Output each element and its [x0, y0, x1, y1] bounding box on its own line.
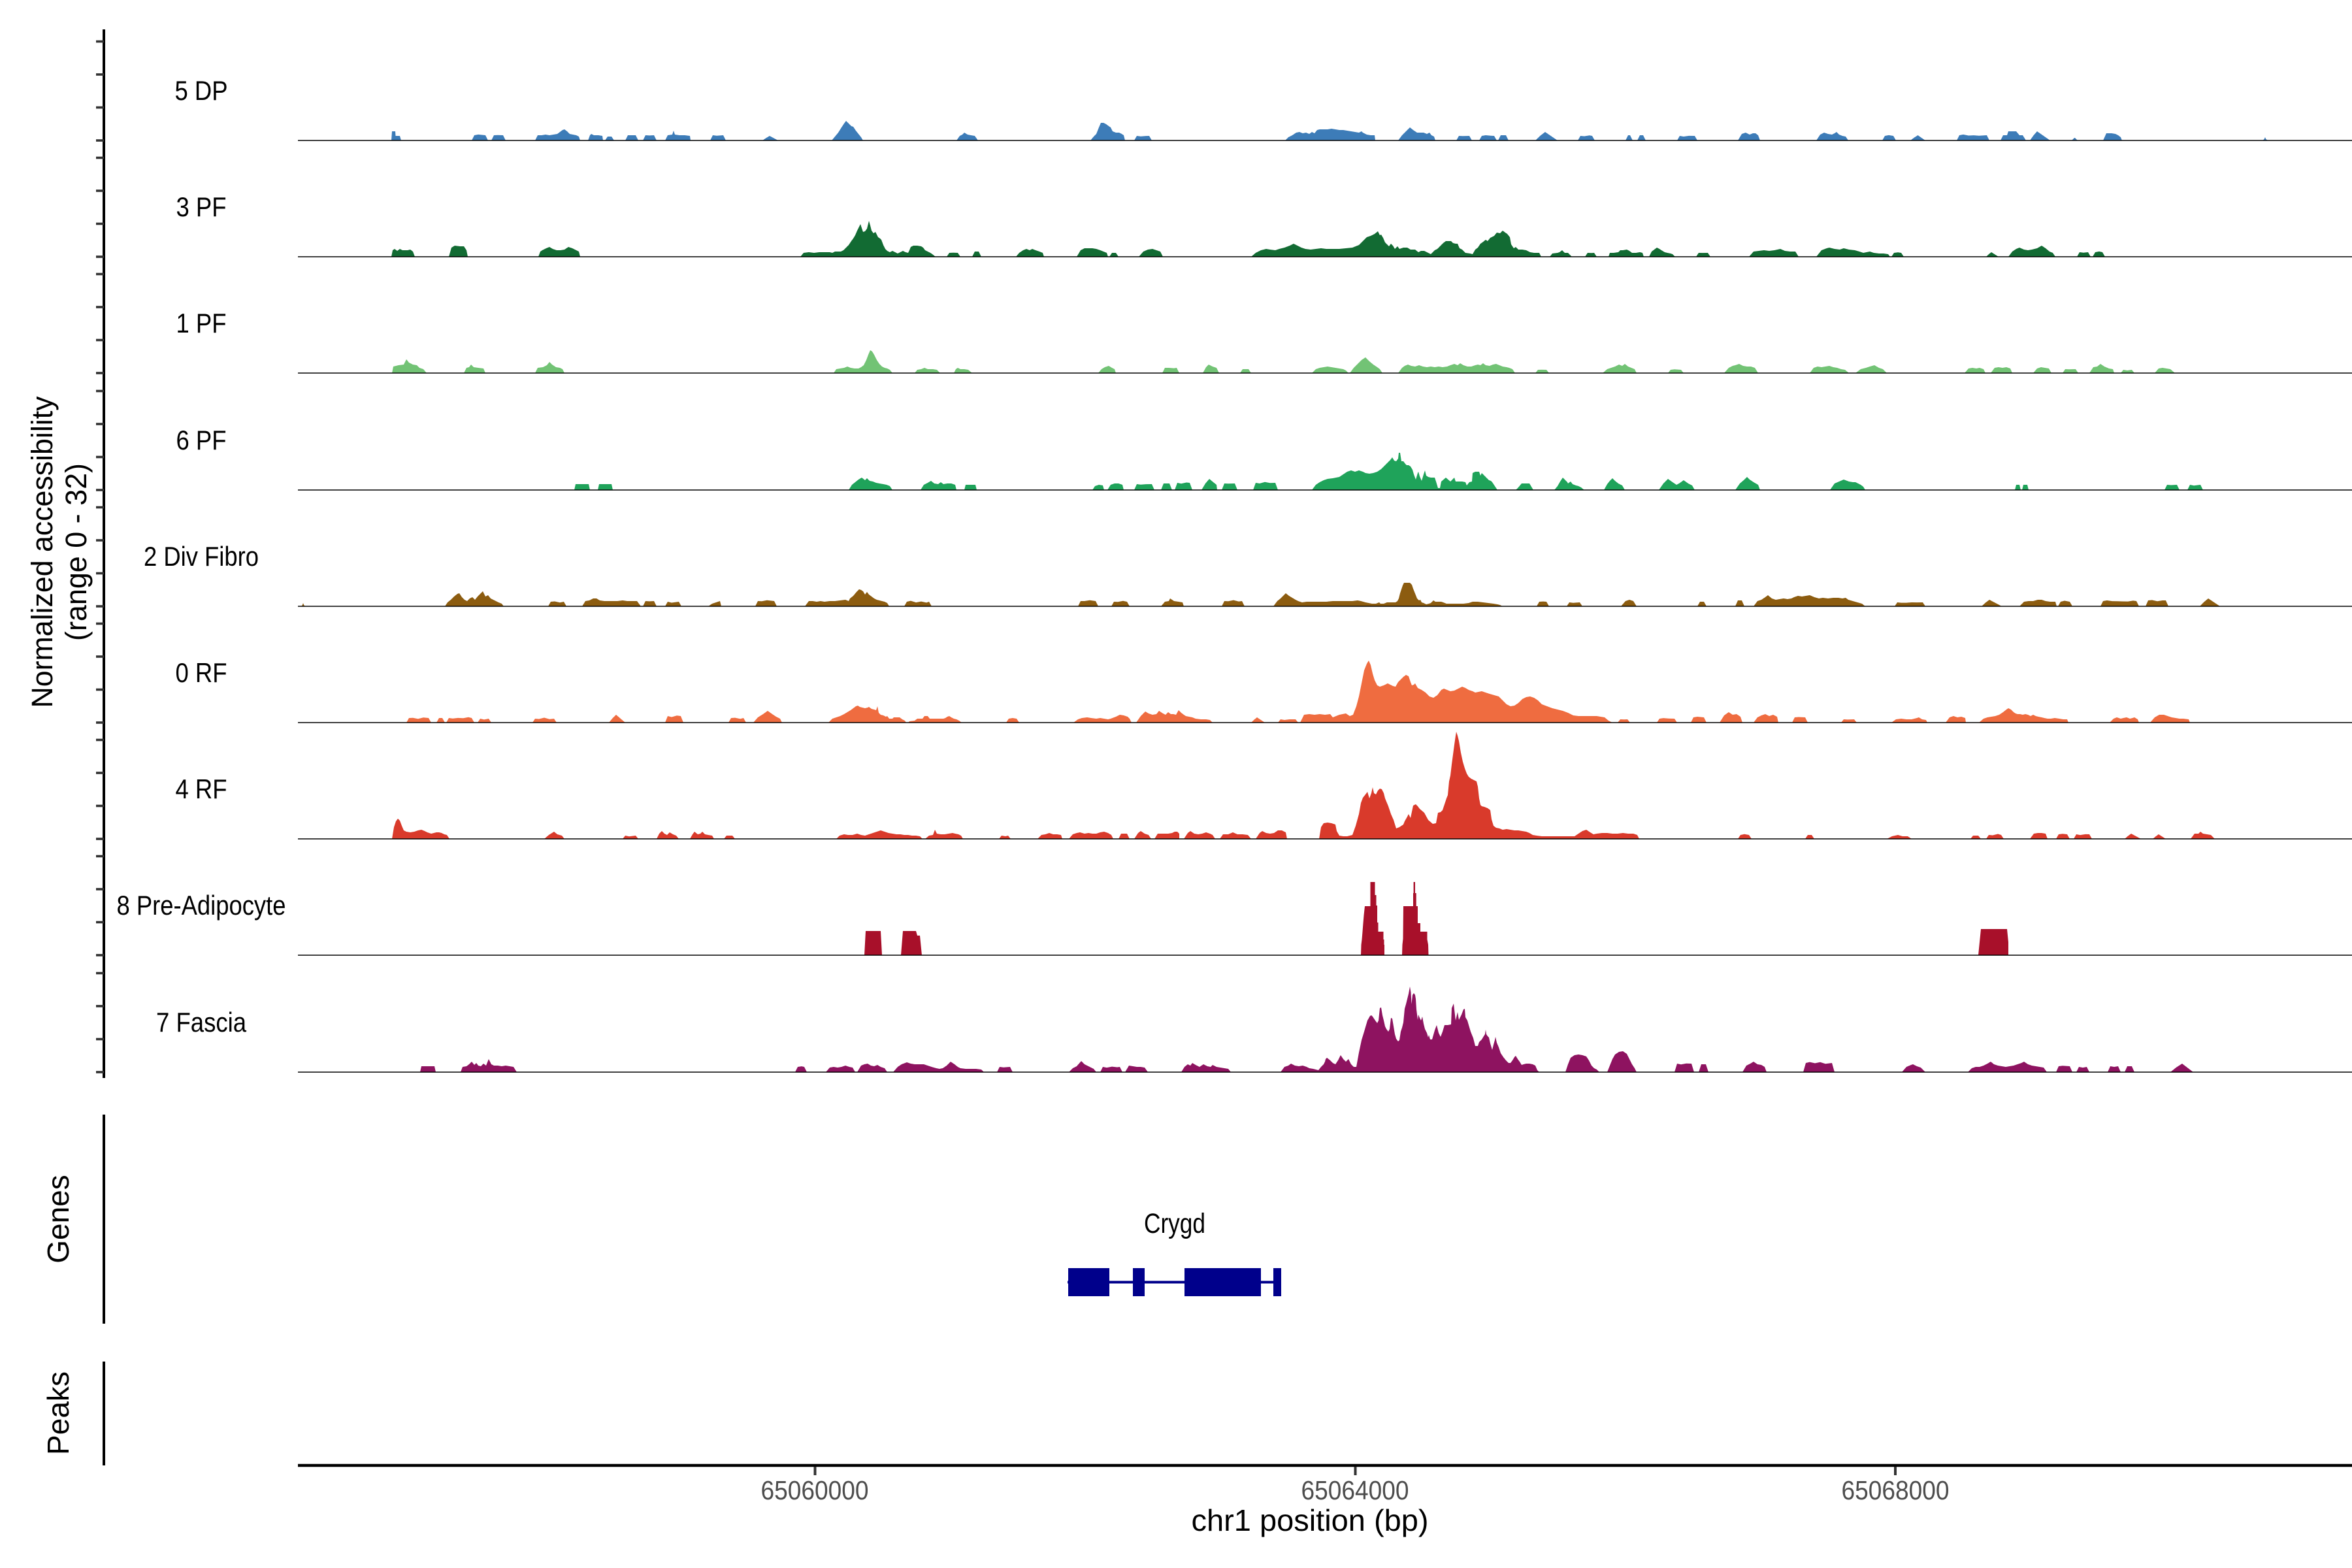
svg-text:5 DP: 5 DP — [175, 75, 228, 106]
svg-text:chr1 position (bp): chr1 position (bp) — [1192, 1503, 1429, 1537]
svg-text:3 PF: 3 PF — [176, 191, 227, 222]
svg-text:4 RF: 4 RF — [176, 774, 227, 804]
svg-text:Crygd: Crygd — [1144, 1208, 1205, 1239]
svg-text:Peaks: Peaks — [41, 1371, 75, 1455]
svg-text:Genes: Genes — [41, 1175, 75, 1264]
svg-text:6 PF: 6 PF — [176, 425, 227, 455]
svg-text:8 Pre-Adipocyte: 8 Pre-Adipocyte — [117, 890, 286, 921]
svg-text:1 PF: 1 PF — [176, 308, 227, 338]
svg-text:65068000: 65068000 — [1842, 1475, 1950, 1505]
svg-text:(range 0 - 32): (range 0 - 32) — [59, 463, 93, 641]
svg-text:0 RF: 0 RF — [176, 657, 227, 688]
svg-text:2 Div Fibro: 2 Div Fibro — [144, 541, 259, 572]
svg-text:7 Fascia: 7 Fascia — [156, 1007, 247, 1037]
svg-text:Normalized accessibility: Normalized accessibility — [25, 396, 59, 708]
svg-text:65060000: 65060000 — [761, 1475, 869, 1505]
svg-text:65064000: 65064000 — [1301, 1475, 1409, 1505]
